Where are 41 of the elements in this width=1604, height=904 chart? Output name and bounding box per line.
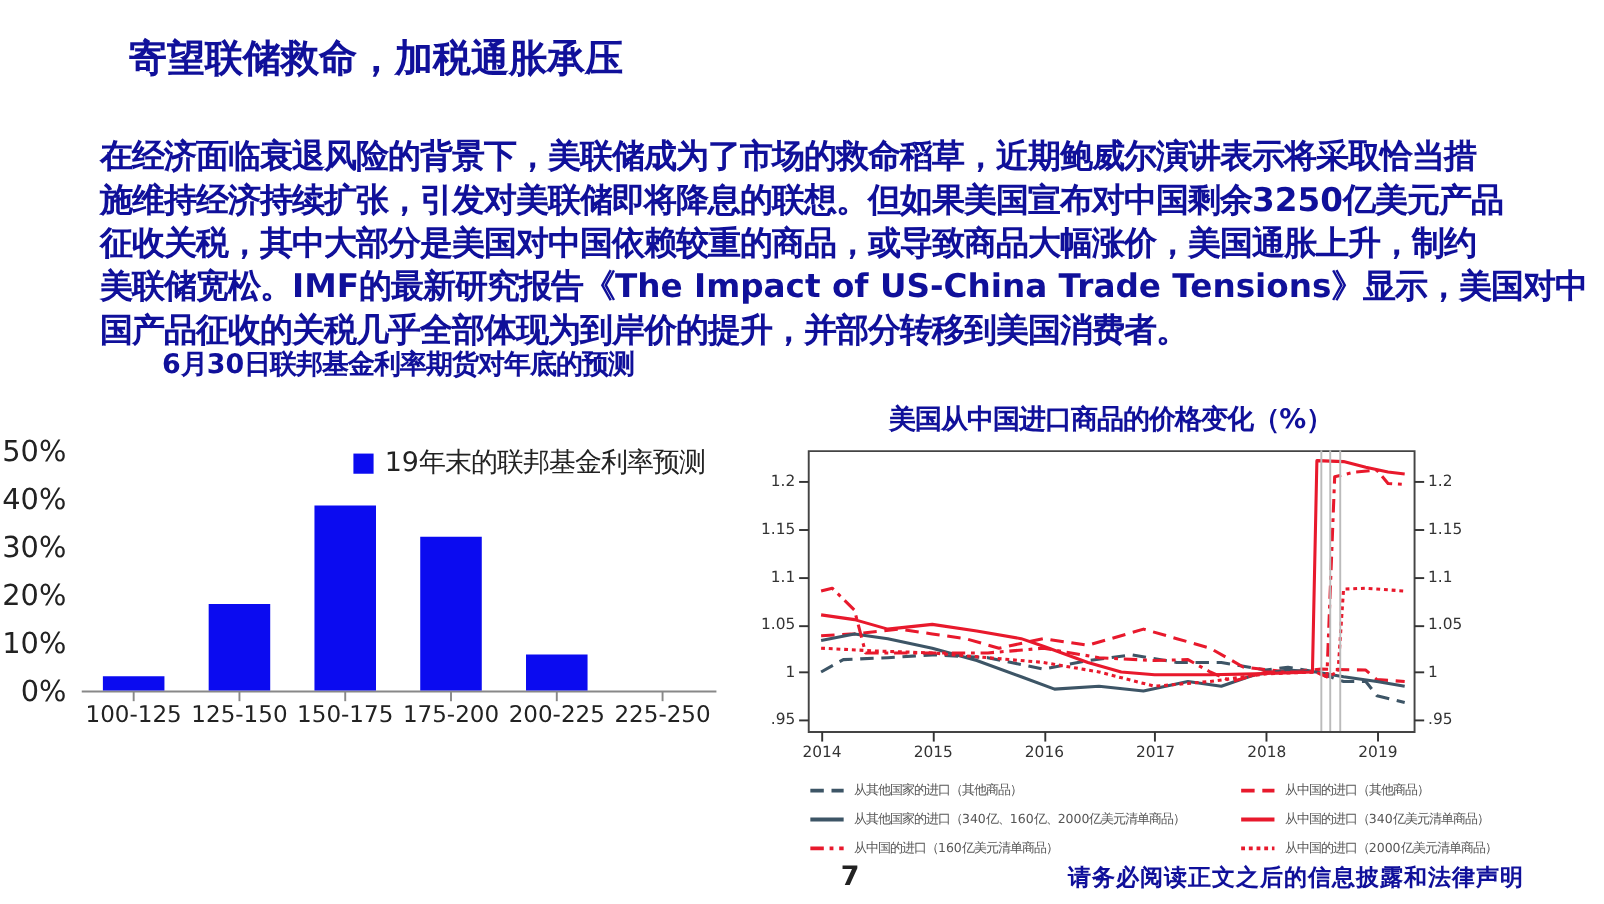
y-tick-label: 20% — [2, 581, 67, 614]
x-tick-label: 125-150 — [191, 700, 288, 729]
y2-tick-label: 1.05 — [1428, 615, 1463, 634]
x-tick-label: 2017 — [1135, 742, 1176, 761]
y-tick-label: 0% — [20, 677, 67, 710]
y2-tick-label: 1.1 — [1428, 567, 1453, 586]
text: 寄望联储救命，加税通胀承压 — [128, 35, 623, 82]
x-tick-label: 225-250 — [614, 700, 711, 729]
x-tick-label: 100-125 — [85, 700, 182, 729]
text: 在经济面临衰退风险的背景下，美联储成为了市场的救命稻草，近期鲍威尔演讲表示将采取恰当措 — [98, 137, 1477, 176]
text: 征收关税，其中大部分是美国对中国依赖较重的商品，或导致商品大幅涨价，美国通胀上升，制约 — [98, 224, 1477, 263]
x-tick-label: 2018 — [1247, 742, 1287, 761]
y-tick-label: .95 — [770, 710, 796, 729]
y2-tick-label: 1.15 — [1428, 520, 1463, 538]
x-tick-label: 175-200 — [402, 700, 500, 729]
chart-title: 美国从中国进口商品的价格变化（%） — [887, 404, 1333, 437]
x-tick-label: 200-225 — [508, 700, 605, 729]
text: 施维持经济持续扩张，引发对美联储即将降息的联想。但如果美国宣布对中国剩余3250亿美元产品 — [98, 180, 1503, 219]
y-tick-label: 10% — [2, 629, 67, 662]
text: 7 — [840, 862, 860, 893]
y-tick-label: 30% — [2, 532, 67, 565]
y-tick-label: 50% — [2, 436, 67, 469]
y2-tick-label: 1 — [1428, 662, 1439, 681]
y-tick-label: 1.2 — [770, 472, 796, 491]
y2-tick-label: 1.2 — [1428, 472, 1453, 491]
y-tick-label: 1.1 — [770, 567, 796, 586]
legend-label: 19年末的联邦基金利率预测 — [384, 447, 705, 480]
text: 国产品征收的关税几乎全部体现为到岸价的提升，并部分转移到美国消费者。 — [100, 310, 1189, 349]
y-tick-label: 1 — [785, 662, 796, 681]
chart-title: 6月30日联邦基金利率期货对年底的预测 — [162, 349, 635, 382]
y2-tick-label: .95 — [1428, 710, 1453, 729]
text: 请务必阅读正文之后的信息披露和法律声明 — [1066, 862, 1525, 891]
x-tick-label: 2014 — [802, 742, 842, 761]
x-tick-label: 2016 — [1024, 742, 1065, 761]
x-tick-label: 2019 — [1358, 742, 1398, 761]
y-tick-label: 1.05 — [761, 615, 796, 634]
x-tick-label: 2015 — [913, 742, 953, 761]
text: 美联储宽松。IMF的最新研究报告《The Impact of US-China Trade Tensions》显示，美国对中 — [98, 267, 1588, 306]
x-tick-label: 150-175 — [297, 700, 394, 729]
y-tick-label: 40% — [2, 484, 67, 517]
y-tick-label: 1.15 — [761, 520, 796, 538]
